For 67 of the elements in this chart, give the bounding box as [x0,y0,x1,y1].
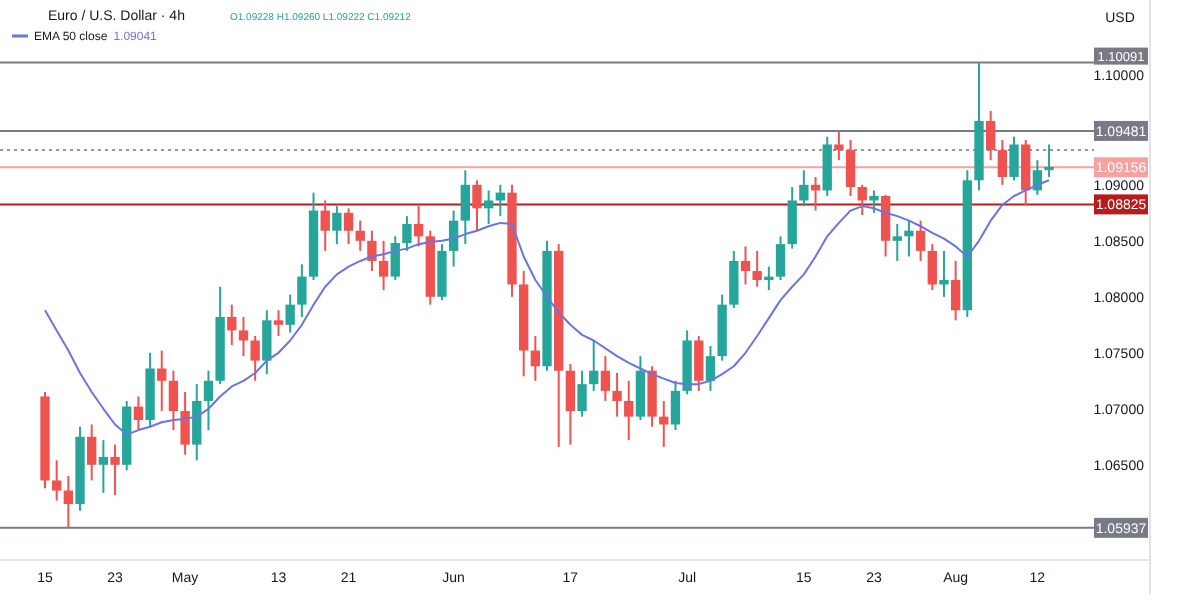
candlestick [880,193,891,258]
candlestick [1021,139,1031,206]
candlestick [670,379,681,432]
candlestick [273,309,284,337]
candlestick [530,335,541,382]
candlestick [647,365,657,428]
candlestick [950,259,961,322]
candlestick [250,335,260,382]
candlestick [612,371,622,418]
candlestick [892,223,902,262]
candlestick [52,459,62,502]
candlestick [845,139,856,197]
candlestick [355,219,365,252]
candlestick [799,169,809,208]
candlestick [694,335,704,392]
candlestick [857,183,867,217]
candlestick [343,207,354,246]
candlestick [133,395,144,432]
candlestick [180,391,190,456]
candlestick [624,379,634,442]
candlestick [565,363,576,446]
candlestick [98,439,109,494]
candlestick [740,245,751,286]
candlestick [285,293,295,334]
candlestick [227,303,237,346]
candlestick [378,239,389,292]
candlestick [939,249,949,298]
candlestick [472,179,482,232]
candlestick [402,215,412,252]
candlestick [1009,135,1019,182]
candlestick [437,243,447,302]
candlestick [297,263,307,318]
candlestick [904,219,914,258]
candlestick [705,345,716,392]
candlestick [367,229,377,273]
candlestick [63,475,74,529]
candlestick [834,130,844,162]
candlestick [110,443,120,497]
candlestick [986,109,996,162]
candlestick [915,219,926,262]
candlestick [320,199,330,252]
candlestick [460,169,470,246]
candlestick [775,235,786,281]
candlestick [483,189,494,225]
candlestick [752,249,762,288]
candlestick [577,369,587,418]
candlestick [238,315,249,358]
candlestick [822,135,832,197]
candlestick [589,339,599,392]
candlestick [787,186,797,250]
candlestick [87,423,97,482]
candlestick [1044,143,1054,178]
candlestick [192,383,202,462]
candlestick [764,265,774,292]
candlestick [600,355,611,402]
candlestick [413,205,424,248]
candlestick [262,309,272,376]
candlestick [203,369,214,432]
candlestick [635,355,646,421]
candlestick [927,243,937,292]
candlestick [997,139,1008,186]
candlestick [168,369,179,432]
candlestick [869,189,879,214]
candlestick [390,235,400,281]
candlestick [157,349,167,413]
candlestick [332,205,342,246]
candlestick [729,249,739,309]
